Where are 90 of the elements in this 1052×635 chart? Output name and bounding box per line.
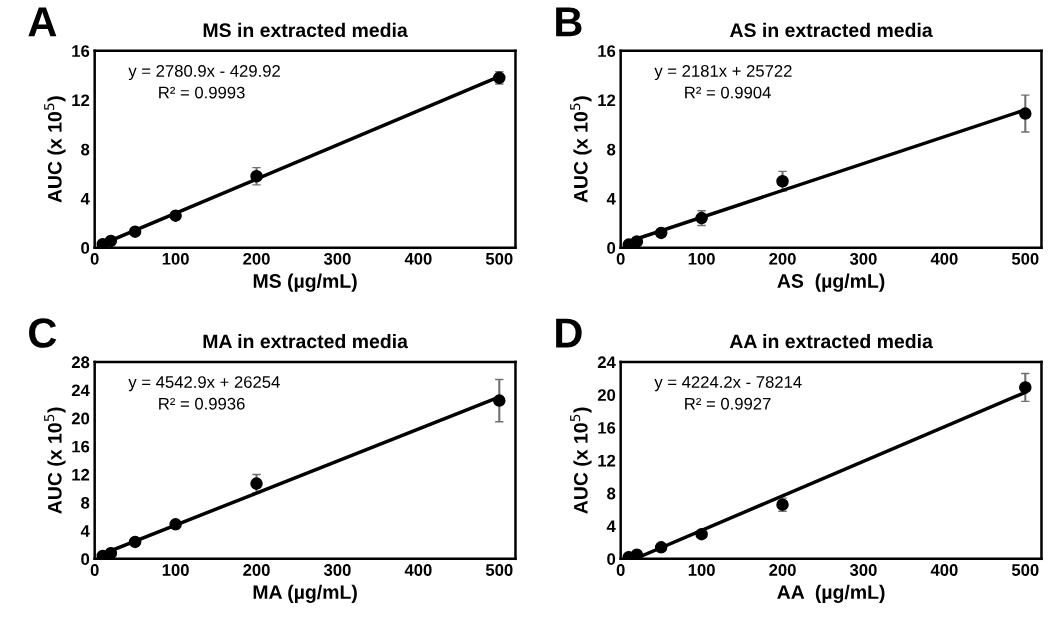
- y-tick-label: 0: [607, 242, 616, 254]
- x-tick-label: 200: [769, 564, 796, 576]
- y-tick-label: 12: [598, 454, 616, 467]
- x-tick-label: 0: [616, 564, 625, 576]
- x-tick-label: 400: [930, 564, 958, 576]
- x-tick-label: 500: [1011, 564, 1039, 576]
- x-tick-label: 400: [930, 252, 958, 265]
- point: [1019, 107, 1032, 120]
- x-tick-label: 100: [162, 252, 189, 265]
- y-tick-label: 0: [607, 553, 616, 565]
- point: [493, 394, 506, 407]
- y-tick-label: 12: [598, 94, 616, 107]
- point: [250, 477, 263, 490]
- y-tick-label: 16: [598, 421, 616, 434]
- y-tick-label: 8: [607, 143, 616, 156]
- y-tick-label: 12: [72, 94, 90, 107]
- annotation: R² = 0.9936: [159, 397, 245, 410]
- point: [776, 174, 789, 188]
- x-tick-label: 100: [162, 564, 189, 576]
- point: [128, 225, 142, 238]
- point: [630, 548, 644, 559]
- x-tick-label: 300: [323, 252, 351, 265]
- y-tick-label: 28: [71, 356, 90, 369]
- annotation: y = 2780.9x - 429.92: [128, 65, 280, 81]
- x-tick-label: 200: [243, 252, 270, 265]
- y-tick-label: 24: [597, 356, 616, 368]
- point: [695, 527, 708, 541]
- chart-title: MA in extracted media: [203, 333, 409, 349]
- annotation: y = 4542.9x + 26254: [128, 376, 280, 392]
- x-axis-title: MA (µg/mL): [253, 584, 357, 603]
- x-tick-label: 0: [90, 252, 99, 265]
- chart-title: AA in extracted media: [729, 333, 933, 349]
- point: [630, 235, 644, 248]
- x-tick-label: 500: [1011, 252, 1039, 265]
- x-tick-label: 300: [323, 564, 351, 576]
- annotation: R² = 0.9927: [685, 397, 771, 410]
- y-axis-title: AUC (x 10$^{5}$): [44, 407, 66, 514]
- x-tick-label: 500: [485, 252, 513, 265]
- x-tick-label: 400: [404, 564, 432, 576]
- x-axis-title: AS (µg/mL): [777, 273, 885, 292]
- x-tick-label: 300: [849, 252, 877, 265]
- point: [128, 535, 142, 549]
- point: [250, 170, 263, 183]
- x-tick-label: 0: [90, 564, 99, 576]
- annotation: R² = 0.9904: [685, 86, 771, 99]
- y-tick-label: 4: [606, 520, 616, 533]
- point: [654, 226, 668, 240]
- annotation: y = 2181x + 25722: [654, 65, 792, 81]
- y-tick-label: 0: [81, 553, 90, 565]
- point: [169, 518, 182, 531]
- x-tick-label: 100: [688, 564, 715, 576]
- y-tick-label: 8: [81, 496, 90, 509]
- annotation: y = 4224.2x - 78214: [654, 376, 802, 392]
- point: [1019, 381, 1032, 394]
- y-tick-label: 12: [72, 468, 90, 481]
- y-axis-title: AUC (x 10$^{5}$): [570, 407, 592, 514]
- y-tick-label: 0: [81, 242, 90, 254]
- x-tick-label: 0: [616, 252, 625, 265]
- y-tick-label: 16: [598, 45, 616, 57]
- point: [169, 209, 182, 222]
- y-tick-label: 8: [607, 487, 616, 500]
- y-tick-label: 16: [72, 440, 90, 453]
- x-tick-label: 500: [485, 564, 513, 576]
- text: A: [28, 7, 57, 37]
- x-tick-label: 100: [688, 252, 715, 265]
- x-tick-label: 200: [769, 252, 796, 265]
- text: D: [556, 318, 582, 348]
- x-axis-title: MS (µg/mL): [253, 273, 357, 292]
- y-tick-label: 16: [72, 45, 90, 57]
- y-tick-label: 4: [80, 193, 90, 205]
- y-axis-title: AUC (x 10$^{5}$): [44, 96, 66, 203]
- x-axis-title: AA (µg/mL): [777, 584, 885, 603]
- text: B: [556, 7, 582, 37]
- y-tick-label: 20: [597, 389, 616, 401]
- y-axis-title: AUC (x 10$^{5}$): [570, 96, 592, 203]
- chart-title: MS in extracted media: [203, 22, 408, 38]
- point: [654, 541, 668, 554]
- y-tick-label: 24: [71, 384, 90, 397]
- x-tick-label: 400: [404, 252, 432, 265]
- x-tick-label: 200: [243, 564, 270, 576]
- x-tick-label: 300: [849, 564, 877, 576]
- y-tick-label: 20: [71, 412, 90, 425]
- annotation: R² = 0.9993: [159, 86, 245, 99]
- point: [104, 234, 118, 248]
- y-tick-label: 4: [80, 525, 90, 537]
- y-tick-label: 8: [81, 143, 90, 156]
- point: [104, 546, 118, 559]
- chart-title: AS in extracted media: [729, 22, 933, 38]
- y-tick-label: 4: [606, 193, 616, 205]
- text: C: [29, 318, 57, 348]
